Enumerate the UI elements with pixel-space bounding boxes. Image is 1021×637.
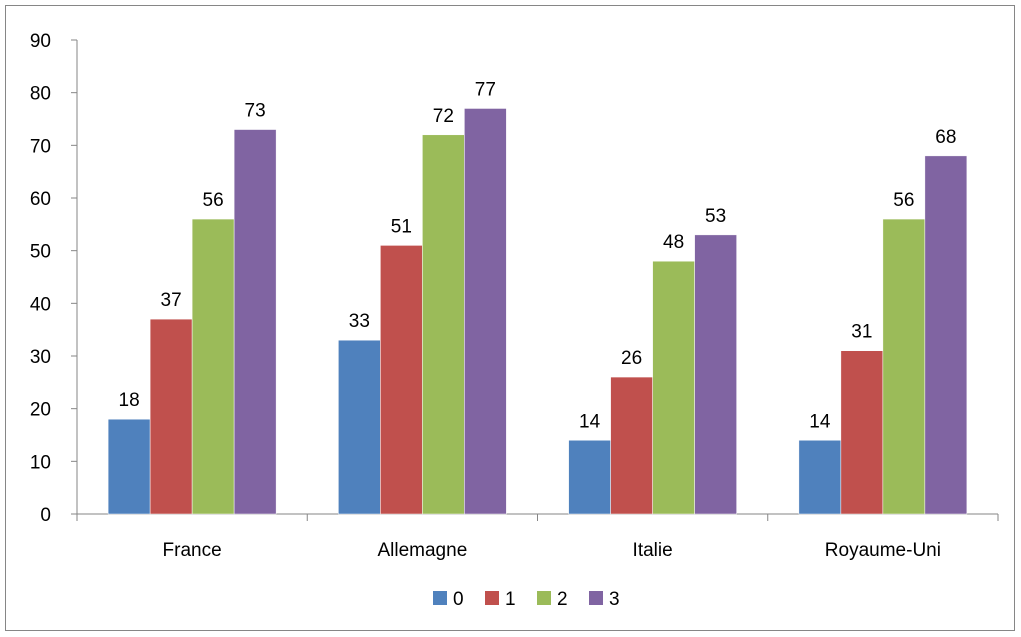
data-label: 68 xyxy=(935,127,956,148)
bar xyxy=(840,350,884,515)
data-label: 26 xyxy=(621,348,642,369)
data-label: 53 xyxy=(705,206,726,227)
legend-swatch xyxy=(537,591,551,605)
legend-label: 0 xyxy=(453,589,464,610)
data-label: 31 xyxy=(851,322,872,343)
y-tick-label: 70 xyxy=(30,136,51,157)
chart-frame xyxy=(5,5,1015,631)
data-label: 56 xyxy=(893,190,914,211)
data-label: 77 xyxy=(475,79,496,100)
data-label: 51 xyxy=(391,216,412,237)
y-tick-label: 10 xyxy=(30,452,51,473)
y-tick-label: 30 xyxy=(30,347,51,368)
legend-swatch xyxy=(433,591,447,605)
data-label: 73 xyxy=(245,101,266,122)
y-tick-label: 60 xyxy=(30,189,51,210)
bar xyxy=(107,418,151,515)
data-label: 14 xyxy=(809,411,831,432)
y-tick-label: 0 xyxy=(40,505,51,526)
bar xyxy=(338,339,381,515)
data-label: 14 xyxy=(579,411,601,432)
data-label: 56 xyxy=(203,190,224,211)
y-tick-label: 50 xyxy=(30,242,51,263)
x-tick-label: France xyxy=(163,540,222,561)
y-tick-label: 40 xyxy=(30,294,51,315)
x-tick-label: Royaume-Uni xyxy=(825,540,941,561)
legend-label: 3 xyxy=(609,589,620,610)
data-label: 37 xyxy=(161,290,182,311)
y-tick-label: 20 xyxy=(30,400,51,421)
y-tick-label: 90 xyxy=(30,31,51,52)
data-label: 72 xyxy=(433,106,454,127)
bar xyxy=(568,440,611,515)
x-tick-label: Allemagne xyxy=(377,540,467,561)
bar xyxy=(464,108,507,515)
bar xyxy=(924,155,968,515)
data-label: 33 xyxy=(349,311,370,332)
y-tick-label: 80 xyxy=(30,84,51,105)
bar xyxy=(610,376,653,515)
bar xyxy=(652,260,695,515)
bar xyxy=(694,234,737,515)
legend-swatch xyxy=(485,591,499,605)
bar xyxy=(149,318,193,515)
bar xyxy=(233,129,277,515)
x-tick-label: Italie xyxy=(633,540,673,561)
bar xyxy=(191,218,235,515)
bar xyxy=(422,134,465,515)
legend-label: 2 xyxy=(557,589,568,610)
bar xyxy=(882,218,926,515)
legend-label: 1 xyxy=(505,589,516,610)
bar xyxy=(380,245,423,515)
data-label: 48 xyxy=(663,232,684,253)
legend-swatch xyxy=(589,591,603,605)
data-label: 18 xyxy=(119,390,140,411)
bar xyxy=(798,440,842,515)
